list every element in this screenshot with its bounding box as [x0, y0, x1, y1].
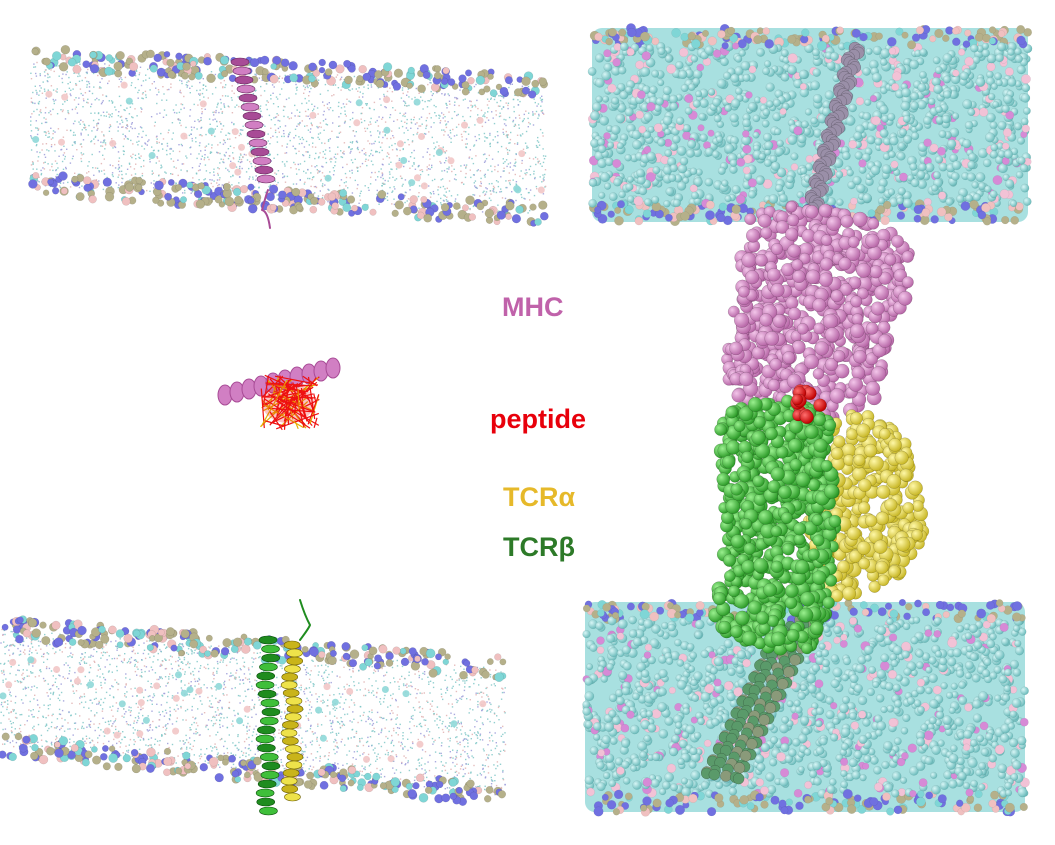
right-top-membrane	[587, 23, 1033, 227]
peptide-spheres	[790, 384, 827, 425]
mhc-cartoon	[217, 57, 341, 406]
tcr-beta-spheres	[708, 394, 842, 656]
mhc-label: MHC	[502, 292, 564, 322]
cartoon-panel	[0, 44, 549, 816]
peptide-label: peptide	[490, 404, 587, 434]
tcr-beta-label: TCRβ	[503, 532, 575, 562]
sphere-panel	[582, 23, 1033, 817]
left-bottom-membrane	[0, 615, 507, 806]
left-top-membrane	[28, 44, 549, 227]
peptide-cartoon	[259, 374, 320, 431]
tcr-alpha-label: TCRα	[503, 482, 576, 512]
right-bottom-membrane	[582, 598, 1030, 817]
tcr-cartoon	[299, 599, 311, 641]
mhc-spheres	[721, 200, 915, 424]
left-tm-helices	[255, 635, 304, 816]
